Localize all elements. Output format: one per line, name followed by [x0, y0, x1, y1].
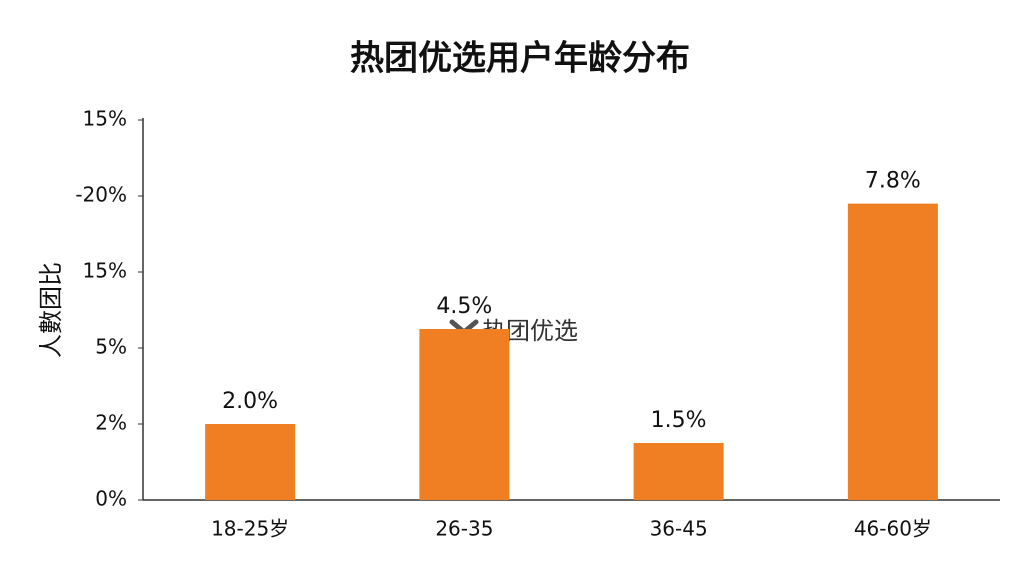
x-tick-label: 26-35	[435, 517, 493, 541]
y-tick-label: 0%	[95, 487, 127, 511]
bar	[847, 203, 938, 500]
y-tick-label: 5%	[95, 335, 127, 359]
y-tick-label: 15%	[83, 107, 127, 131]
data-label: 1.5%	[651, 408, 707, 433]
y-axis-label: 人數团比	[37, 262, 65, 358]
bar	[419, 329, 510, 500]
chart-title: 热团优选用户年龄分布	[350, 39, 690, 79]
data-label: 2.0%	[222, 389, 278, 414]
y-tick-label: 15%	[83, 259, 127, 283]
y-tick-label: 2%	[95, 411, 127, 435]
bar	[205, 424, 296, 500]
data-label: 4.5%	[436, 294, 492, 319]
x-tick-label: 36-45	[650, 517, 708, 541]
data-label: 7.8%	[865, 169, 921, 194]
x-tick-label: 18-25岁	[211, 517, 289, 541]
x-tick-label: 46-60岁	[854, 517, 932, 541]
bar	[633, 443, 724, 500]
y-tick-label: -20%	[75, 183, 127, 207]
